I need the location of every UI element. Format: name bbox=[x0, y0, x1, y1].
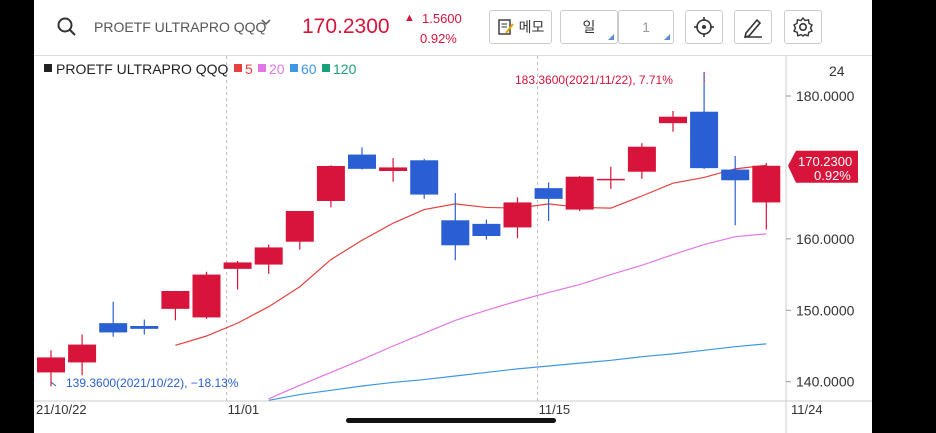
y-scale-label: 24 bbox=[829, 63, 845, 79]
search-icon[interactable] bbox=[56, 16, 78, 38]
candle-body bbox=[503, 202, 532, 228]
candle-body bbox=[410, 160, 439, 195]
candle-body bbox=[752, 165, 781, 203]
candle-body bbox=[254, 247, 283, 265]
candle-body bbox=[534, 188, 563, 199]
legend-label-ma60: 60 bbox=[301, 61, 317, 77]
y-tick-label: 180.0000 bbox=[796, 88, 855, 104]
axes: 180.0000 160.0000 150.0000 140.0000 24 21/10/… bbox=[36, 63, 858, 417]
candle-body bbox=[659, 116, 687, 124]
current-price-tag bbox=[788, 150, 858, 183]
up-triangle-icon: ▲ bbox=[404, 12, 415, 24]
legend-swatch-ma120 bbox=[322, 64, 330, 72]
current-pct-label: 0.92% bbox=[814, 168, 851, 183]
memo-icon bbox=[497, 19, 514, 35]
candle-body bbox=[690, 111, 719, 169]
candle-body bbox=[721, 169, 750, 181]
candles bbox=[37, 72, 781, 387]
ma5-line bbox=[175, 164, 767, 346]
chart-title: PROETF ULTRAPRO QQQ bbox=[56, 61, 229, 77]
candle-body bbox=[68, 344, 97, 363]
legend-swatch-ma5 bbox=[234, 64, 242, 72]
period-count-select[interactable]: 1 bbox=[618, 10, 674, 44]
candle-body bbox=[348, 154, 376, 169]
legend-label-ma120: 120 bbox=[333, 61, 357, 77]
toolbar: PROETF ULTRAPRO QQQ 170.2300 ▲ 1.5600 0.… bbox=[34, 0, 872, 56]
period-count: 1 bbox=[642, 19, 650, 35]
candlestick-chart[interactable]: 180.0000 160.0000 150.0000 140.0000 24 21/10/… bbox=[34, 56, 872, 433]
x-tick-label: 11/24 bbox=[791, 402, 823, 417]
candle-body bbox=[472, 223, 501, 236]
high-annotation: 183.3600(2021/11/22), 7.71% bbox=[515, 73, 673, 87]
legend: 5 20 60 120 bbox=[44, 61, 357, 77]
x-tick-label: 21/10/22 bbox=[36, 402, 87, 417]
candle-body bbox=[130, 326, 159, 329]
candle-body bbox=[285, 211, 314, 242]
candle-body bbox=[441, 220, 470, 246]
candle-body bbox=[37, 357, 65, 373]
current-price-label: 170.2300 bbox=[798, 154, 852, 169]
price-change-percent: 0.92% bbox=[420, 31, 457, 46]
chart-card: PROETF ULTRAPRO QQQ 170.2300 ▲ 1.5600 0.… bbox=[34, 0, 872, 433]
memo-label: 메모 bbox=[518, 19, 545, 35]
ma60-line bbox=[268, 343, 767, 401]
price-change: 1.5600 bbox=[422, 11, 462, 26]
dropdown-corner-icon bbox=[608, 34, 614, 40]
low-annotation: 139.3600(2021/10/22), −18.13% bbox=[66, 376, 239, 390]
chevron-down-icon[interactable] bbox=[260, 18, 272, 26]
legend-label-ma20: 20 bbox=[269, 61, 285, 77]
crosshair-button[interactable] bbox=[685, 10, 723, 44]
candle-body bbox=[565, 176, 594, 210]
candle-body bbox=[161, 291, 190, 309]
pencil-icon bbox=[743, 18, 762, 38]
symbol-name[interactable]: PROETF ULTRAPRO QQQ bbox=[94, 19, 267, 35]
legend-label-ma5: 5 bbox=[245, 61, 253, 77]
ma20-line bbox=[268, 233, 767, 400]
legend-swatch-main bbox=[44, 64, 52, 72]
candle-body bbox=[99, 323, 128, 333]
candle-body bbox=[316, 166, 345, 201]
grid-lines bbox=[34, 56, 872, 433]
x-tick-label: 11/01 bbox=[228, 402, 260, 417]
dropdown-corner-icon bbox=[664, 34, 670, 40]
y-tick-label: 160.0000 bbox=[796, 231, 855, 247]
candle-body bbox=[192, 274, 221, 318]
memo-button[interactable]: 메모 bbox=[489, 10, 552, 44]
drawing-button[interactable] bbox=[734, 10, 772, 44]
candle-body bbox=[627, 146, 656, 172]
settings-button[interactable] bbox=[784, 10, 822, 44]
y-tick-label: 140.0000 bbox=[796, 374, 855, 390]
candle-body bbox=[223, 262, 252, 269]
period-select[interactable]: 일 bbox=[560, 10, 618, 44]
legend-swatch-ma60 bbox=[290, 64, 298, 72]
candle-body bbox=[596, 178, 625, 181]
candle-body bbox=[379, 167, 408, 171]
home-indicator bbox=[346, 418, 556, 423]
low-marker bbox=[50, 381, 57, 387]
period-label: 일 bbox=[582, 19, 596, 35]
moving-averages bbox=[175, 164, 767, 401]
y-tick-label: 150.0000 bbox=[796, 302, 855, 318]
x-tick-label: 11/15 bbox=[539, 402, 571, 417]
legend-swatch-ma20 bbox=[258, 64, 266, 72]
gear-icon bbox=[793, 16, 813, 37]
crosshair-icon bbox=[694, 17, 714, 37]
current-price: 170.2300 bbox=[302, 15, 390, 38]
